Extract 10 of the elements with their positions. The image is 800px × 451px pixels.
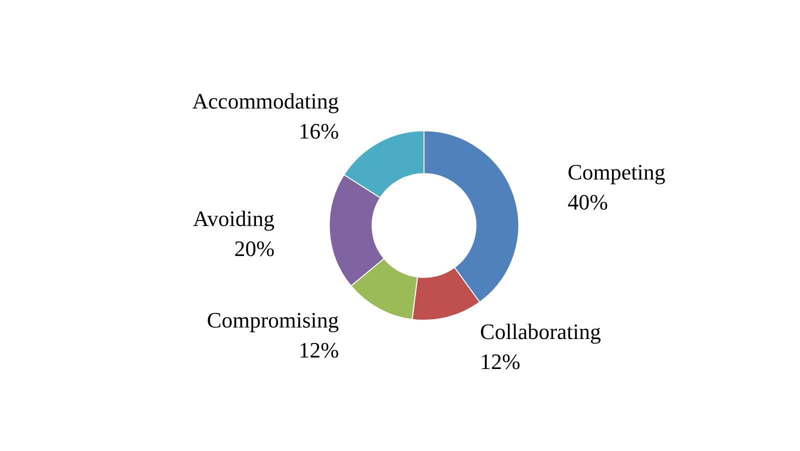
data-label: 12% [480,348,520,374]
slice-label: Compromising [206,307,339,332]
slice-label: Competing [568,159,666,184]
data-label: 20% [234,236,275,261]
data-label: 16% [298,118,339,144]
slice-label: Accommodating [192,88,339,114]
slice-label: Avoiding [193,206,275,231]
data-label: 40% [568,189,608,214]
slice-label: Collaborating [480,318,601,344]
data-label: 12% [298,337,339,362]
